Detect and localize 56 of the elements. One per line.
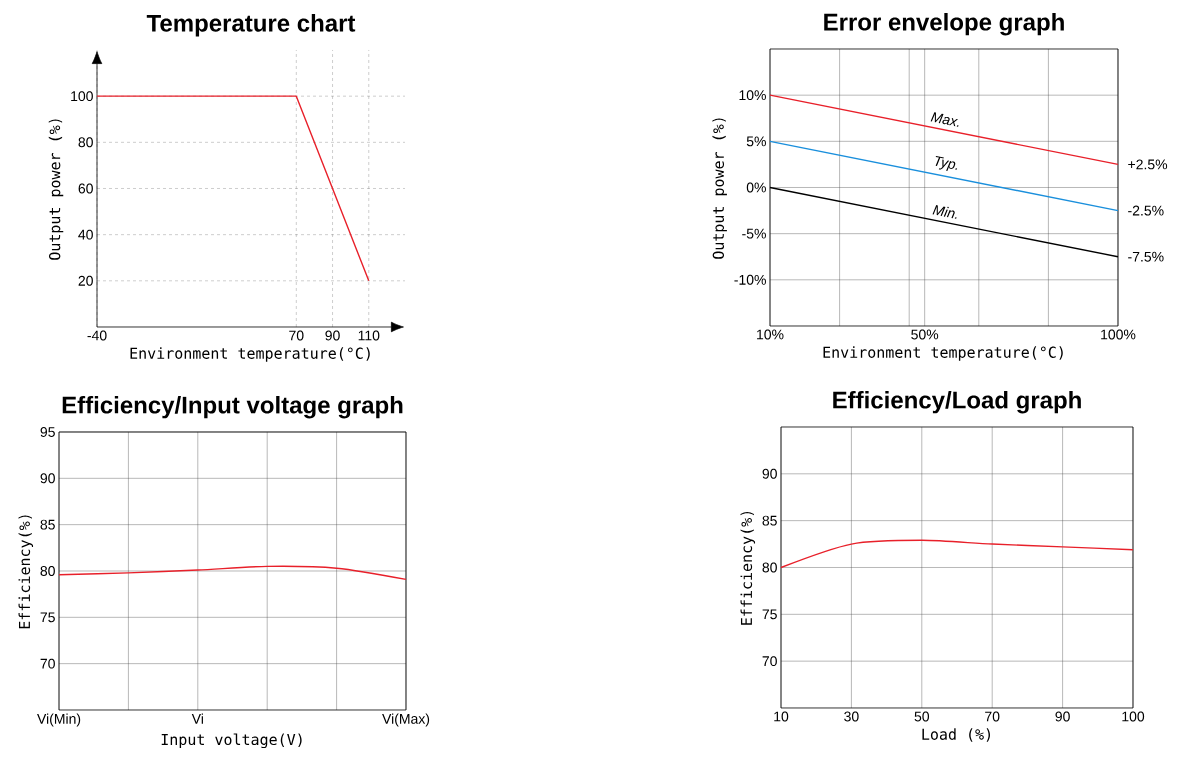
y-tick-label: 10%: [739, 90, 766, 101]
y-tick-label: 60: [78, 183, 93, 194]
y-tick-label: 85: [40, 519, 55, 530]
x-axis-title: Input voltage(V): [161, 733, 302, 749]
x-tick-label: 90: [1055, 711, 1070, 722]
y-tick-label: 70: [762, 656, 777, 667]
y-axis-title: Efficiency(%): [18, 515, 34, 629]
x-tick-label: 30: [844, 711, 859, 722]
x-tick-label: Vi(Min): [37, 713, 81, 727]
y-tick-label: 85: [762, 515, 777, 526]
y-axis-title: Efficiency(%): [740, 511, 756, 625]
chart-title: Temperature chart: [146, 14, 356, 37]
chart-title: Efficiency/Input voltage graph: [62, 395, 403, 419]
text: Min.: [932, 205, 957, 219]
y-tick-label: 80: [762, 562, 777, 573]
x-tick-label: Vi(Max): [382, 713, 430, 727]
y-tick-label: 40: [78, 229, 93, 240]
x-tick-label: 70: [985, 711, 1000, 722]
y-tick-label: 5%: [746, 136, 766, 147]
chart-title: Error envelope graph: [824, 12, 1064, 36]
x-tick-label: 10: [774, 711, 789, 722]
x-axis-title: Load (%): [922, 728, 990, 742]
line-series: [780, 539, 1134, 569]
y-tick-label: 75: [762, 609, 777, 620]
x-tick-label: -40: [87, 330, 107, 341]
y-tick-label: 80: [78, 137, 93, 148]
y-axis-title: Output power (%): [48, 119, 64, 260]
y-tick-label: 100: [71, 91, 93, 102]
text: Max.: [930, 112, 959, 127]
y-tick-label: -5%: [742, 228, 766, 239]
y-tick-label: 90: [762, 468, 777, 479]
x-tick-label: 50: [914, 711, 930, 722]
x-tick-label: 100: [1122, 711, 1145, 722]
chart-title: Efficiency/Load graph: [833, 390, 1081, 414]
x-tick-label: 50%: [911, 329, 939, 340]
line-series: [58, 565, 407, 581]
y-tick-label: -10%: [734, 274, 766, 285]
y-tick-label: 20: [78, 275, 93, 286]
y-axis-title: Output power (%): [712, 118, 727, 259]
x-tick-label: 90: [325, 330, 340, 341]
x-axis-title: Environment temperature(°C): [823, 346, 1063, 361]
y-tick-label: 75: [40, 612, 55, 623]
data-label: +2.5%: [1128, 159, 1168, 170]
y-tick-label: 80: [40, 566, 55, 576]
data-label: -7.5%: [1128, 251, 1164, 262]
x-axis-title: Environment temperature(°C): [130, 347, 370, 362]
text: Typ.: [935, 155, 958, 171]
x-tick-label: 110: [358, 330, 380, 341]
x-tick-label: 70: [289, 330, 304, 341]
data-label: -2.5%: [1128, 205, 1164, 216]
x-tick-label: 100%: [1101, 329, 1136, 340]
y-tick-label: 0%: [746, 182, 766, 193]
y-tick-label: 95: [40, 427, 55, 437]
y-tick-label: 70: [40, 658, 55, 669]
x-tick-label: Vi: [191, 713, 203, 724]
y-tick-label: 90: [40, 473, 55, 484]
